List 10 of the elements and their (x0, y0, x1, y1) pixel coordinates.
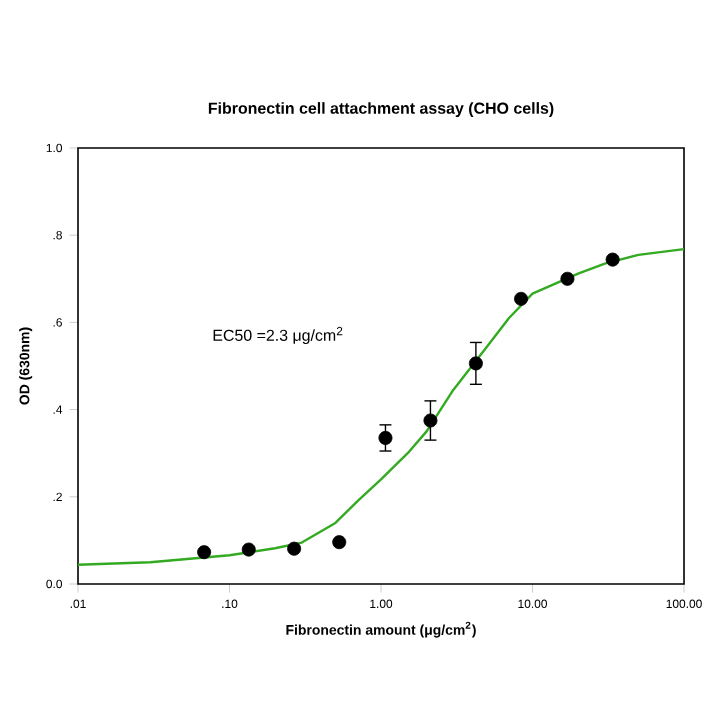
point (241, 542, 256, 557)
point (423, 413, 438, 428)
point (514, 291, 529, 306)
point (378, 430, 393, 445)
point (605, 252, 620, 267)
point (468, 356, 483, 371)
point (560, 271, 575, 286)
point (287, 541, 302, 556)
point (197, 545, 212, 560)
point (332, 535, 347, 550)
